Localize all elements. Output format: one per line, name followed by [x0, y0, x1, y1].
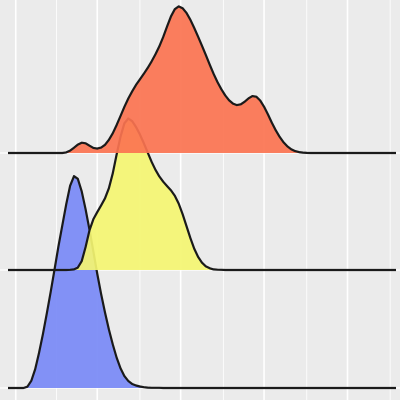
- ridge-line: [8, 5, 396, 155]
- ridge-area: [8, 176, 396, 388]
- ridge-line: [8, 117, 396, 272]
- ridge-line: [8, 175, 396, 390]
- ridge-area: [8, 6, 396, 154]
- ridges: [8, 5, 396, 390]
- ridge-area: [8, 118, 396, 270]
